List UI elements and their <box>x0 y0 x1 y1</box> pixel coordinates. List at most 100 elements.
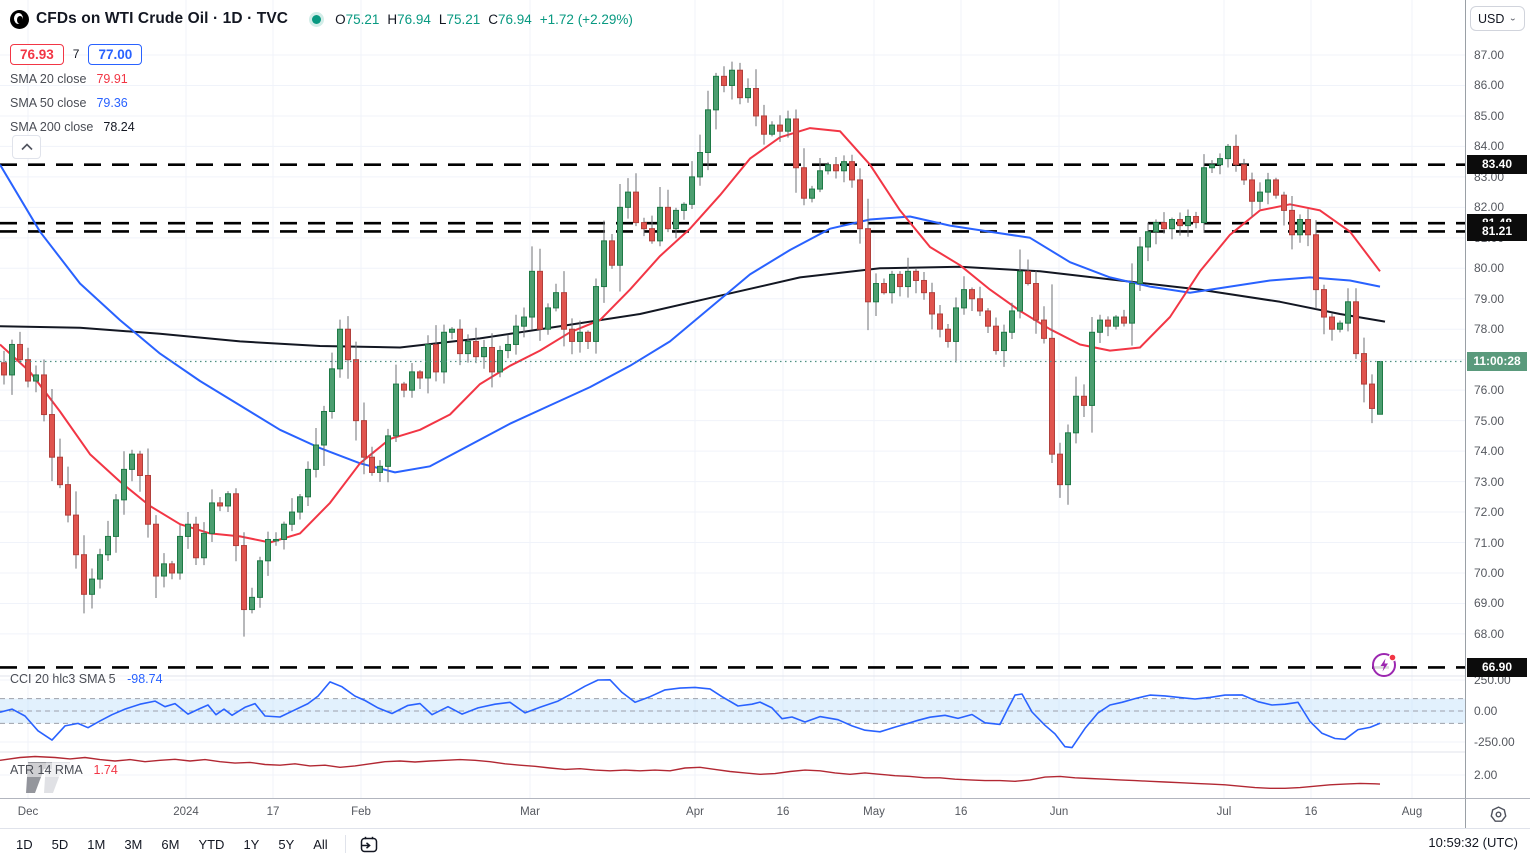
candle-body <box>777 124 783 132</box>
cci-legend-row[interactable]: CCI 20 hlc3 SMA 5 -98.74 <box>10 672 163 686</box>
chart-canvas[interactable] <box>0 0 1465 798</box>
bid-button[interactable]: 76.93 <box>10 43 64 65</box>
indicator-legend-row[interactable]: SMA 200 close 78.24 <box>10 115 641 139</box>
indicator-label: SMA 20 close <box>10 72 87 86</box>
candle-body <box>137 453 143 476</box>
candle-body <box>697 152 703 178</box>
candle-body <box>233 493 239 547</box>
candle-body <box>593 286 599 342</box>
candle-body <box>281 523 287 540</box>
candle-body <box>929 292 935 315</box>
ask-button[interactable]: 77.00 <box>88 43 143 65</box>
ohlc-key: H <box>387 11 398 27</box>
candle-body <box>193 523 199 559</box>
go-to-date-button[interactable] <box>354 834 385 855</box>
candle-body <box>1089 331 1095 406</box>
candle-body <box>769 124 775 135</box>
price-axis-label: 76.00 <box>1474 383 1505 398</box>
candle-body <box>865 228 871 303</box>
candle-body <box>785 118 791 132</box>
candle-body <box>1241 164 1247 181</box>
price-axis-label: 73.00 <box>1474 474 1505 489</box>
candle-body <box>1273 179 1279 196</box>
candle-body <box>1113 316 1119 327</box>
candle-body <box>793 118 799 169</box>
range-button-6m[interactable]: 6M <box>161 836 180 852</box>
price-axis-label: 78.00 <box>1474 322 1505 337</box>
candle-body <box>449 328 455 333</box>
candle-body <box>1201 167 1207 224</box>
candle-body <box>657 206 663 242</box>
indicator-legend-row[interactable]: SMA 20 close 79.91 <box>10 67 641 91</box>
candle-body <box>1073 395 1079 434</box>
candle-body <box>441 331 447 373</box>
candle-body <box>361 420 367 458</box>
calendar-icon <box>360 836 377 852</box>
atr-legend-row[interactable]: ATR 14 RMA 1.74 <box>10 763 118 777</box>
candle-body <box>569 328 575 342</box>
candle-body <box>897 273 903 288</box>
time-axis-label: Apr <box>686 806 704 818</box>
range-button-1m[interactable]: 1M <box>87 836 106 852</box>
candle-body <box>1313 234 1319 291</box>
time-axis-label: 2024 <box>173 806 199 818</box>
collapse-legend-button[interactable] <box>12 135 41 159</box>
lightning-alert-button[interactable] <box>1370 650 1400 680</box>
price-axis-label: 84.00 <box>1474 139 1505 154</box>
cci-line <box>0 678 1381 749</box>
indicator-value: 79.36 <box>96 96 128 110</box>
candle-body <box>601 240 607 288</box>
chart-svg[interactable] <box>0 0 1465 798</box>
candle-body <box>401 383 407 391</box>
price-axis-label: 68.00 <box>1474 626 1505 641</box>
range-button-1d[interactable]: 1D <box>16 836 33 852</box>
indicator-value: 79.91 <box>96 72 128 86</box>
candle-body <box>73 514 79 556</box>
candle-body <box>145 474 151 525</box>
grid-lines <box>0 0 1465 798</box>
candle-body <box>1329 316 1335 330</box>
candle-body <box>1185 215 1191 227</box>
range-button-ytd[interactable]: YTD <box>198 836 225 852</box>
price-axis-label: 85.00 <box>1474 108 1505 123</box>
candle-body <box>649 228 655 242</box>
candle-body <box>1337 322 1343 330</box>
ohlc-value: 75.21 <box>345 11 380 27</box>
gear-icon[interactable] <box>1489 805 1508 824</box>
range-button-all[interactable]: All <box>313 836 328 852</box>
range-button-5y[interactable]: 5Y <box>278 836 295 852</box>
candle-body <box>713 75 719 111</box>
candle-body <box>9 343 15 376</box>
atr-axis-label: 2.00 <box>1474 768 1498 782</box>
candle-body <box>969 289 975 300</box>
candle-body <box>129 453 135 470</box>
price-level-badge: 66.90 <box>1467 657 1527 677</box>
candle-body <box>905 270 911 288</box>
currency-dropdown[interactable]: USD ⌄ <box>1470 6 1525 31</box>
candle-body <box>705 109 711 154</box>
candle-body <box>953 307 959 342</box>
candle-body <box>1225 145 1231 160</box>
candle-body <box>1209 164 1215 169</box>
symbol-title: CFDs on WTI Crude Oil · 1D · TVC <box>36 10 289 27</box>
candle-body <box>161 563 167 577</box>
atr-line <box>0 755 1381 789</box>
symbol-title-row[interactable]: CFDs on WTI Crude Oil · 1D · TVC O75.21 H… <box>10 6 641 32</box>
range-button-5d[interactable]: 5D <box>51 836 69 852</box>
time-axis-label: 17 <box>266 806 280 818</box>
candle-body <box>17 343 23 361</box>
price-axis[interactable]: USD ⌄ 87.0086.0085.0084.0083.0082.0081.0… <box>1465 0 1530 798</box>
candle-body <box>217 502 223 507</box>
candle-body <box>633 191 639 224</box>
time-axis[interactable]: Dec 2024 17 Feb Mar Apr 16 May 16 Jun Jul 16 Aug <box>0 798 1465 829</box>
indicator-legend-row[interactable]: SMA 50 close 79.36 <box>10 91 641 115</box>
candle-body <box>809 188 815 199</box>
atr-plot <box>0 755 1381 789</box>
candle-body <box>1065 432 1071 486</box>
range-button-1y[interactable]: 1Y <box>243 836 260 852</box>
range-button-3m[interactable]: 3M <box>124 836 143 852</box>
candle-body <box>1353 301 1359 355</box>
candle-body <box>833 164 839 172</box>
candle-body <box>1345 301 1351 324</box>
candle-body <box>1025 270 1031 285</box>
